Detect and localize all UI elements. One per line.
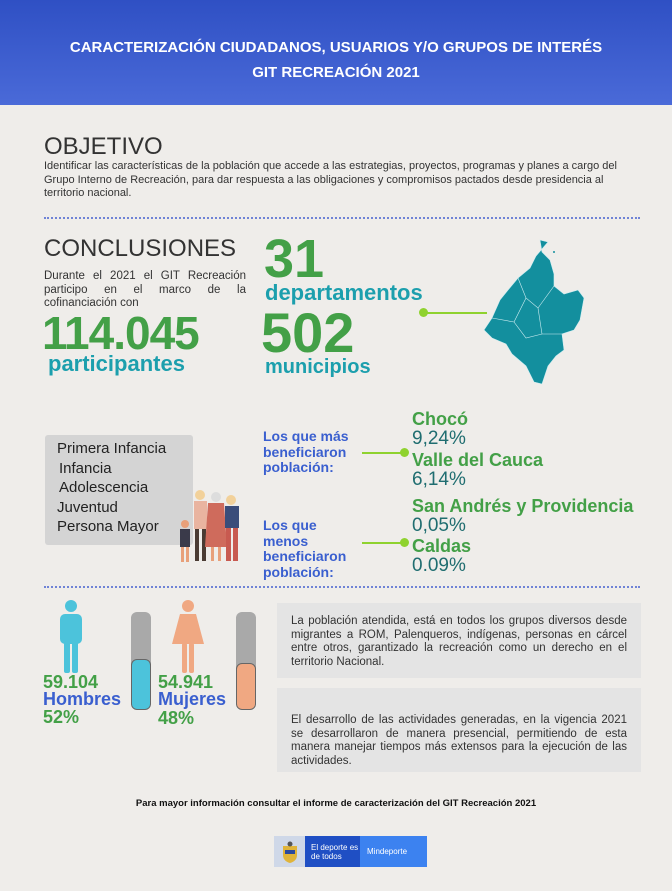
coat-of-arms-icon	[274, 836, 305, 867]
participants-label: participantes	[48, 351, 185, 376]
women-label: Mujeres	[158, 689, 227, 709]
group-item: Primera Infancia	[57, 440, 167, 457]
least-item-pct: 0,05%	[412, 515, 466, 536]
most-item-name: Valle del Cauca	[412, 450, 544, 470]
most-benefited-label: Los que más beneficiaron población:	[263, 428, 349, 475]
group-item: Juventud	[57, 498, 118, 516]
logo-brand: Mindeporte	[360, 836, 427, 867]
connector-dot	[400, 538, 409, 547]
least-item-name: San Andrés y Providencia	[412, 496, 634, 516]
group-item: Infancia	[59, 459, 112, 477]
men-label: Hombres	[43, 689, 122, 709]
women-gauge-fill	[236, 662, 256, 710]
note-box: El desarrollo de las actividades generad…	[277, 688, 641, 772]
municipalities-value: 502	[261, 301, 355, 364]
divider	[44, 217, 640, 219]
most-item-name: Chocó	[412, 409, 468, 429]
connector-dot	[400, 448, 409, 457]
men-value: 59.104	[43, 672, 99, 692]
woman-icon	[172, 600, 204, 673]
title-line-2: GIT RECREACIÓN 2021	[252, 64, 420, 81]
conclusiones-intro: Durante el 2021 el GIT Recreación partic…	[44, 270, 246, 309]
man-icon	[60, 600, 82, 673]
most-item-pct: 6,14%	[412, 469, 466, 490]
conclusiones-heading: CONCLUSIONES	[44, 235, 237, 262]
family-illustration-icon	[180, 490, 239, 562]
least-item-name: Caldas	[412, 536, 472, 556]
men-pct: 52%	[43, 707, 80, 727]
connector-line	[362, 452, 406, 454]
most-item-pct: 9,24%	[412, 428, 466, 449]
note-box: La población atendida, está en todos los…	[277, 603, 641, 678]
population-groups-box: Primera Infancia Infancia Adolescencia J…	[45, 435, 193, 545]
men-gauge	[131, 612, 151, 710]
objetivo-heading: OBJETIVO	[44, 133, 163, 160]
women-value: 54.941	[158, 672, 214, 692]
group-item: Persona Mayor	[57, 518, 159, 535]
colombia-map-icon	[483, 239, 585, 385]
connector-line	[425, 312, 487, 314]
objetivo-text: Identificar las características de la po…	[44, 160, 617, 199]
men-gauge-fill	[131, 659, 151, 710]
group-item: Adolescencia	[59, 479, 149, 496]
departments-value: 31	[264, 229, 325, 289]
least-benefited-label: Los que menos beneficiaron población:	[263, 517, 347, 580]
least-item-pct: 0.09%	[412, 555, 466, 576]
logo-slogan: El deporte es de todos	[305, 836, 360, 867]
mindeporte-logo[interactable]: El deporte es de todos Mindeporte	[274, 836, 427, 867]
connector-dot	[419, 308, 428, 317]
header-banner: CARACTERIZACIÓN CIUDADANOS, USUARIOS Y/O…	[0, 0, 672, 105]
footer-info: Para mayor información consultar el info…	[135, 798, 537, 809]
title-line-1: CARACTERIZACIÓN CIUDADANOS, USUARIOS Y/O…	[69, 39, 603, 56]
women-gauge	[236, 612, 256, 710]
women-pct: 48%	[158, 708, 195, 728]
municipalities-label: municipios	[265, 356, 371, 378]
divider	[44, 586, 640, 588]
participants-value: 114.045	[42, 307, 200, 359]
connector-line	[362, 542, 406, 544]
departments-label: departamentos	[265, 280, 423, 305]
